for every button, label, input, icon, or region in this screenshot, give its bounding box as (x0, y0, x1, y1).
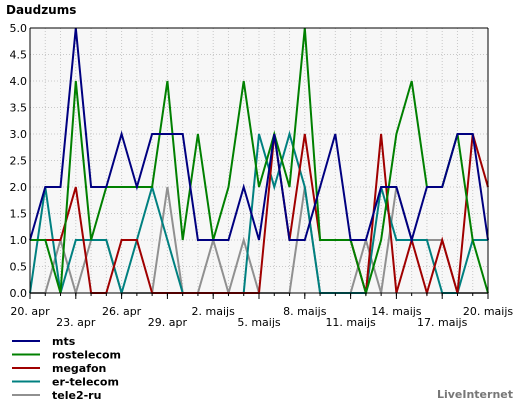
y-tick-label: 1.5 (10, 208, 28, 221)
x-tick-label: 14. maijs (371, 305, 422, 318)
series-line-mts (29, 27, 489, 244)
x-tick-label: 2. maijs (192, 305, 236, 318)
y-tick-label: 3.0 (10, 128, 28, 141)
liveinternet-watermark: LiveInternet (437, 388, 513, 401)
x-tick-label: 8. maijs (283, 305, 327, 318)
y-tick-label: 3.5 (10, 102, 28, 115)
legend-label-mts: mts (52, 335, 76, 348)
chart-title: Daudzums (6, 3, 76, 17)
y-tick-label: 1.0 (10, 234, 28, 247)
legend-label-megafon: megafon (52, 362, 106, 375)
y-tick-label: 5.0 (10, 22, 28, 35)
x-tick-label: 23. apr (56, 316, 96, 329)
x-tick-label: 5. maijs (237, 316, 281, 329)
legend-label-er-telecom: er-telecom (52, 376, 119, 389)
y-tick-label: 4.0 (10, 75, 28, 88)
x-tick-label: 26. apr (102, 305, 142, 318)
legend-label-rostelecom: rostelecom (52, 349, 121, 362)
x-tick-label: 29. apr (148, 316, 188, 329)
y-tick-label: 2.5 (10, 155, 28, 168)
x-tick-label: 17. maijs (417, 316, 468, 329)
axes (29, 27, 489, 299)
y-tick-label: 4.5 (10, 49, 28, 62)
legend-label-tele2-ru: tele2-ru (52, 389, 101, 402)
y-tick-label: 2.0 (10, 181, 28, 194)
y-tick-label: 0.0 (10, 287, 28, 300)
x-tick-label: 20. apr (10, 305, 50, 318)
x-tick-label: 20. maijs (463, 305, 514, 318)
x-tick-label: 11. maijs (325, 316, 376, 329)
y-tick-label: 0.5 (10, 261, 28, 274)
y-axis-ticks: 0.0 0.5 1.0 1.5 2.0 2.5 3.0 3.5 4.0 4.5 5.0 (10, 22, 28, 300)
